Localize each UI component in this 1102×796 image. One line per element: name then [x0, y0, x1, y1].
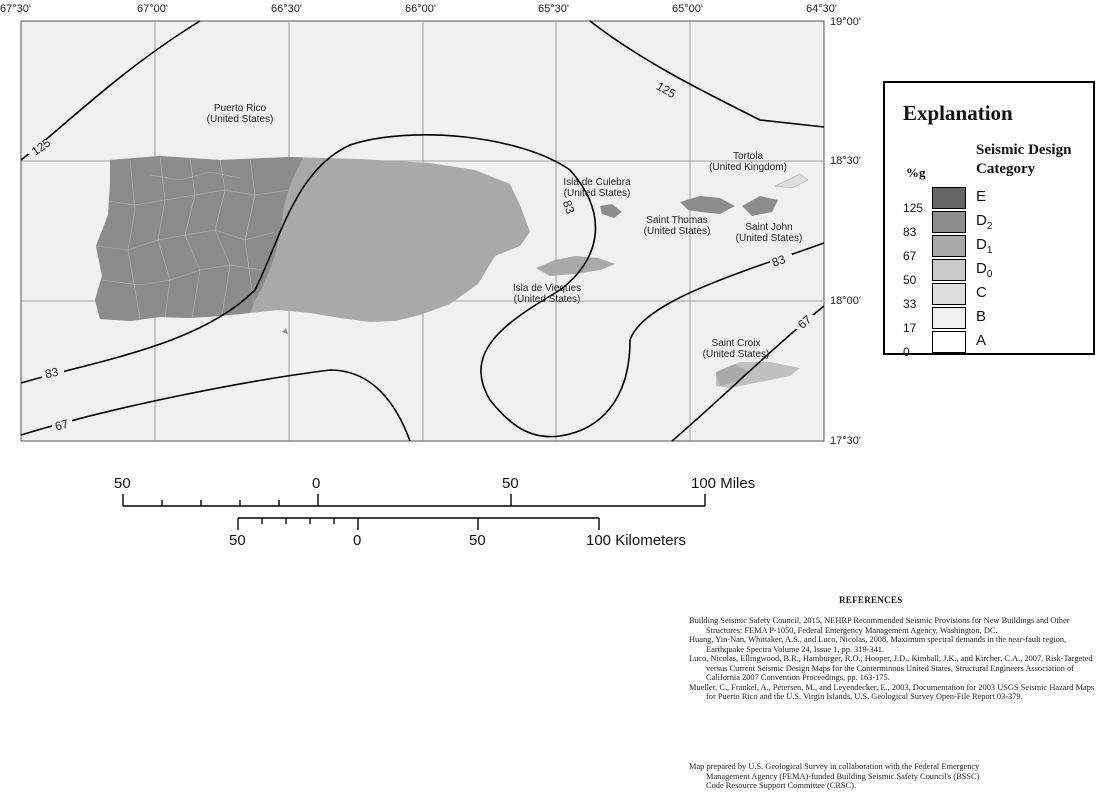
place-label-tortola: Tortola (United Kingdom) — [709, 151, 787, 173]
vieques-island — [536, 256, 615, 276]
legend-swatch — [932, 331, 966, 353]
longitude-label: 65°00' — [672, 3, 703, 15]
legend-threshold-label: 67 — [903, 249, 917, 263]
longitude-label: 67°30' — [0, 3, 31, 15]
legend-swatch — [932, 283, 966, 305]
legend-threshold-label: 0 — [903, 345, 910, 359]
reference-entry: Huang, Yin-Nan, Whittaker, A.S., and Luc… — [689, 635, 1067, 654]
legend-subtitle: Seismic Design Category — [976, 142, 1072, 177]
municipality-borders — [95, 156, 291, 319]
legend-swatch — [932, 307, 966, 329]
references-title: REFERENCES — [839, 595, 903, 605]
legend-category-label: B — [976, 308, 987, 325]
legend-category-label: D2 — [976, 212, 993, 232]
graticule — [21, 21, 824, 441]
longitude-label: 66°00' — [405, 3, 436, 15]
saint-thomas-island — [680, 196, 735, 214]
longitude-label: 66°30' — [271, 3, 302, 15]
legend-unit-label: %g — [906, 165, 926, 180]
legend-category-label: E — [976, 188, 987, 205]
legend-threshold-label: 50 — [903, 273, 917, 287]
reference-entry: Luco, Nicolas, Ellingwood, B.R., Hamburg… — [689, 654, 1093, 682]
saint-john-island — [742, 196, 778, 216]
legend-category-label: C — [976, 284, 987, 301]
legend-category-label: D1 — [976, 236, 993, 256]
scale-miles-label: 50 — [502, 475, 519, 492]
legend-swatch — [932, 259, 966, 281]
scale-miles-label: 0 — [312, 475, 321, 492]
legend-category-label: D0 — [976, 260, 993, 280]
longitude-label: 64°30' — [806, 3, 837, 15]
scale-km-label: 100 Kilometers — [586, 532, 687, 549]
references-list: Building Seismic Safety Council, 2015, N… — [689, 616, 1099, 702]
contour-label-83-west: 83 — [43, 364, 60, 382]
legend-threshold-label: 83 — [903, 225, 917, 239]
tortola-island — [774, 173, 809, 189]
legend-threshold-label: 17 — [903, 321, 917, 335]
reference-entry: Mueller, C., Frankel, A., Petersen, M., … — [689, 682, 1095, 702]
map-credit: Map prepared by U.S. Geological Survey i… — [689, 762, 980, 790]
scale-miles-label: 100 Miles — [691, 475, 756, 492]
longitude-label: 67°00' — [137, 3, 168, 15]
scale-km-label: 0 — [353, 532, 362, 549]
place-label-culebra: Isla de Culebra (United States) — [563, 177, 631, 199]
place-label-saint-croix: Saint Croix (United States) — [702, 338, 770, 360]
latitude-label: 19°00' — [830, 16, 861, 28]
latitude-label: 17°30' — [830, 435, 861, 447]
legend-swatch — [932, 235, 966, 257]
place-label-vieques: Isla de Vieques (United States) — [512, 283, 582, 305]
place-label-puerto-rico: Puerto Rico (United States) — [206, 103, 274, 125]
legend-threshold-label: 33 — [903, 297, 917, 311]
contour-label-gaps — [28, 83, 816, 432]
legend-category-label: A — [976, 332, 987, 349]
longitude-label: 65°30' — [538, 3, 569, 15]
puerto-rico-island — [95, 156, 530, 322]
legend-swatch — [932, 187, 966, 209]
legend-title: Explanation — [903, 101, 1013, 125]
scale-km-label: 50 — [229, 532, 246, 549]
place-label-saint-thomas: Saint Thomas (United States) — [643, 215, 711, 237]
scale-km-label: 50 — [469, 532, 486, 549]
latitude-label: 18°00' — [830, 295, 861, 307]
legend-threshold-label: 125 — [903, 201, 924, 215]
latitude-label: 18°30' — [830, 155, 861, 167]
legend-swatch — [932, 211, 966, 233]
scale-miles-label: 50 — [114, 475, 131, 492]
legend-box: Explanation Seismic Design Category %g E… — [883, 81, 1095, 359]
place-label-saint-john: Saint John (United States) — [735, 222, 803, 244]
culebra-island — [600, 204, 622, 218]
reference-entry: Building Seismic Safety Council, 2015, N… — [689, 616, 1070, 635]
